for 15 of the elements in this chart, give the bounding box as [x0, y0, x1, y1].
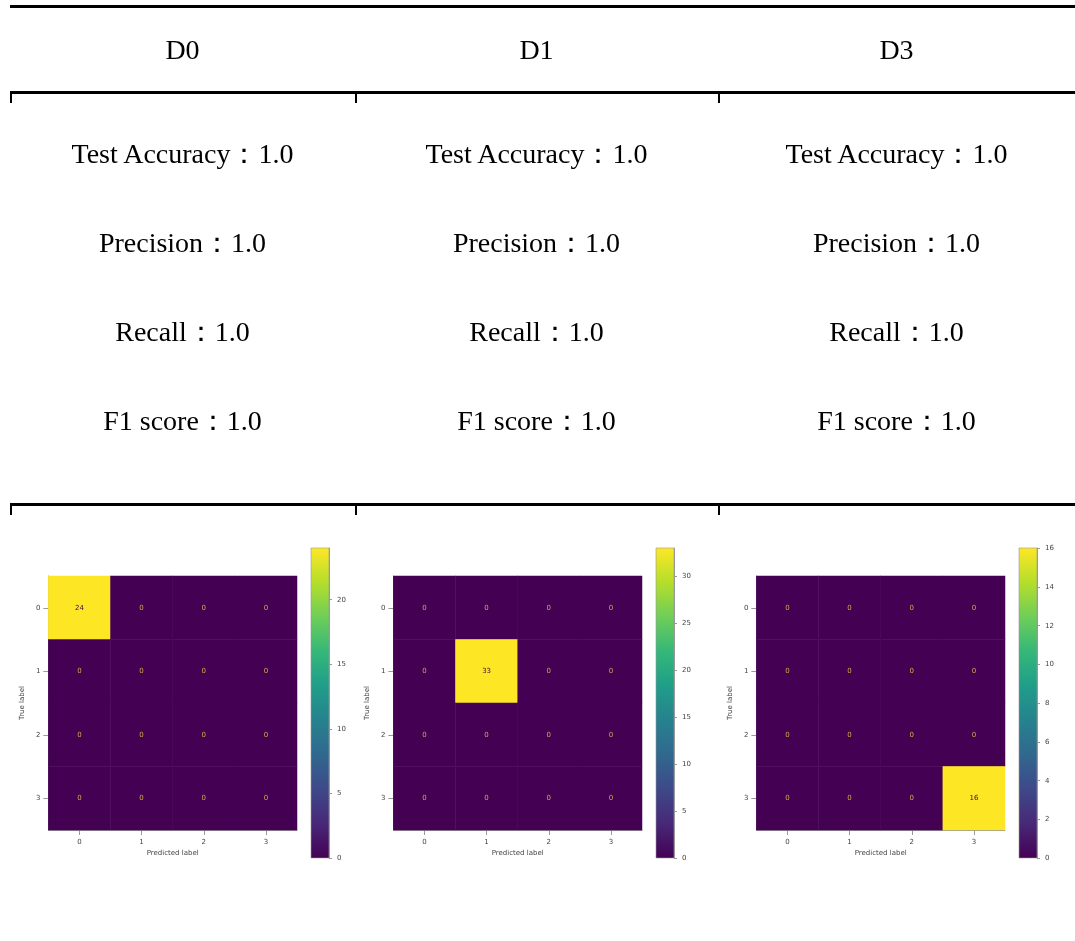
text: Test Accuracy：1.0 [784, 137, 1009, 171]
text: Precision：1.0 [811, 226, 982, 260]
text: Recall：1.0 [114, 315, 251, 349]
text: D1 [518, 32, 555, 67]
text: D0 [164, 32, 201, 67]
text: D3 [878, 32, 915, 67]
text: Recall：1.0 [828, 315, 965, 349]
text: F1 score：1.0 [456, 404, 617, 438]
text: F1 score：1.0 [102, 404, 263, 438]
text: Test Accuracy：1.0 [70, 137, 295, 171]
text: F1 score：1.0 [816, 404, 977, 438]
text: Precision：1.0 [451, 226, 622, 260]
text: Recall：1.0 [468, 315, 605, 349]
text: Test Accuracy：1.0 [424, 137, 649, 171]
text: Precision：1.0 [97, 226, 268, 260]
